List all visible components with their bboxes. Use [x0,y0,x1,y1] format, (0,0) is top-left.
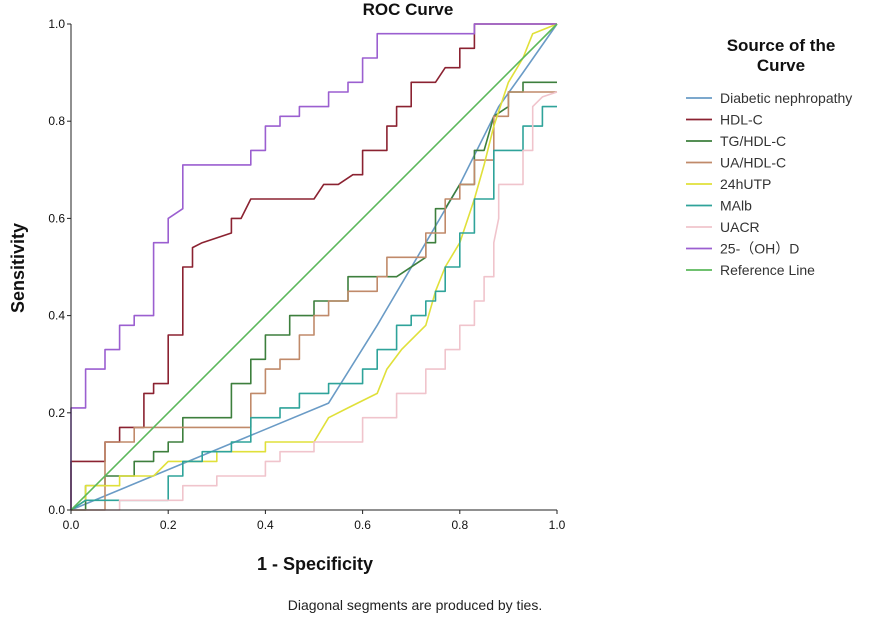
legend-label: 25-（OH）D [720,241,799,257]
x-tick-label: 0.0 [63,518,80,532]
legend-item: MAlb [686,198,752,214]
legend-label: MAlb [720,198,752,214]
legend-label: Diabetic nephropathy [720,90,852,106]
legend-item: UA/HDL-C [686,155,786,171]
legend: Source of the Curve Diabetic nephropathy… [686,36,852,278]
series-line-hdl-c [70,23,557,510]
y-tick-label: 0.4 [48,309,65,323]
legend-label: HDL-C [720,112,763,128]
x-tick-label: 1.0 [549,518,566,532]
legend-item: 24hUTP [686,176,771,192]
series-lines [70,23,558,511]
legend-title-line-2: Curve [757,56,805,75]
x-tick-label: 0.6 [354,518,371,532]
x-tick-label: 0.2 [160,518,177,532]
x-tick-label: 0.8 [451,518,468,532]
legend-label: UACR [720,219,760,235]
series-line-tg-hdl-c [71,81,557,511]
legend-label: TG/HDL-C [720,133,786,149]
y-axis-label: Sensitivity [8,223,28,313]
legend-item: UACR [686,219,760,235]
y-tick-label: 0.8 [48,114,65,128]
x-axis-label: 1 - Specificity [257,554,373,574]
chart-title: ROC Curve [363,0,454,19]
legend-label: UA/HDL-C [720,155,786,171]
series-line-ua-hdl-c [71,91,557,511]
legend-title-line-1: Source of the [727,36,836,55]
series-line-24hutp [70,23,558,511]
legend-item: 25-（OH）D [686,241,799,257]
series-line-malb [70,105,557,511]
legend-item: TG/HDL-C [686,133,786,149]
legend-label: Reference Line [720,262,815,278]
legend-item: Diabetic nephropathy [686,90,852,106]
y-tick-label: 1.0 [48,17,65,31]
y-tick-label: 0.2 [48,406,65,420]
axis-ticks: 0.0 0.2 0.4 0.6 0.8 1.0 0.0 0.2 0.4 0.6 0.8 1.0 [48,17,565,532]
plot-area: 0.0 0.2 0.4 0.6 0.8 1.0 0.0 0.2 0.4 0.6 0.8 1.0 [48,17,565,532]
legend-item: HDL-C [686,112,763,128]
series-line-25-oh-d [70,23,557,510]
series-line-diabetic-nephropathy [70,23,558,511]
y-tick-label: 0.6 [48,211,65,225]
series-line-uacr [71,91,558,511]
legend-label: 24hUTP [720,176,771,192]
x-tick-label: 0.4 [257,518,274,532]
legend-item: Reference Line [686,262,815,278]
footnote: Diagonal segments are produced by ties. [288,597,542,613]
y-tick-label: 0.0 [48,503,65,517]
series-line-reference-line [70,23,558,511]
